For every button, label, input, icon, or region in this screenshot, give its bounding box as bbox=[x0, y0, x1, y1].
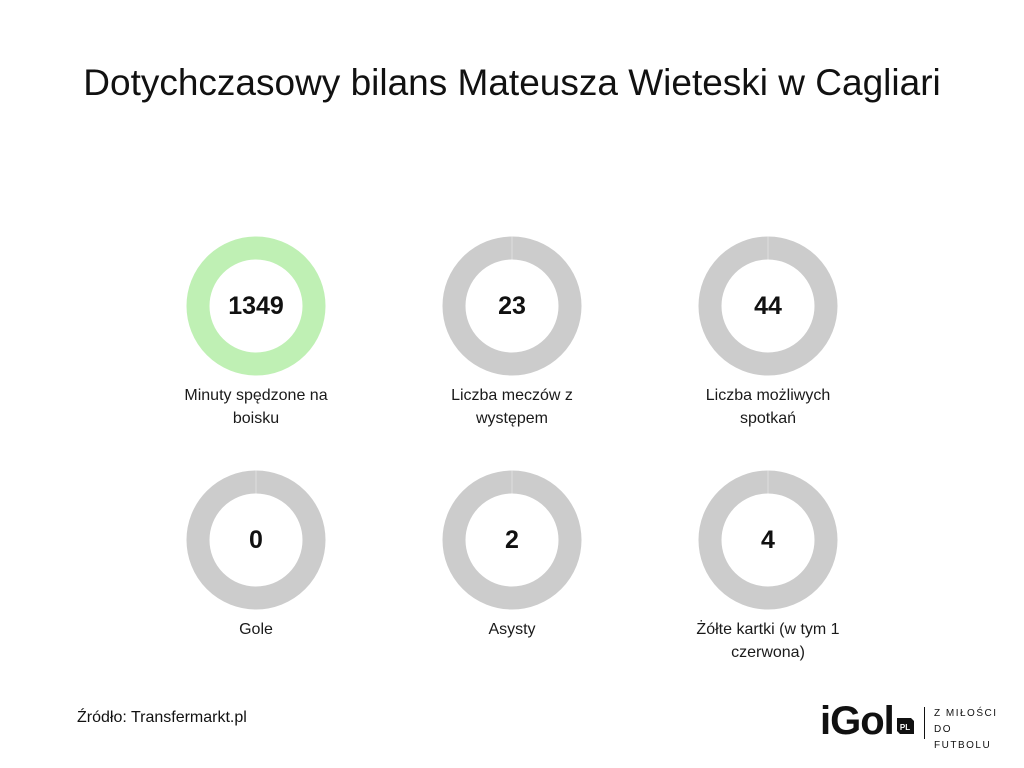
stat-label: Gole bbox=[239, 621, 273, 638]
pl-badge-text: PL bbox=[900, 723, 910, 732]
donut-ring: 23 bbox=[442, 236, 582, 376]
donut-ring: 0 bbox=[186, 470, 326, 610]
stat-label: Minuty spędzone na boisku bbox=[184, 387, 328, 427]
brand-logo: iGol PL Z MIŁOŚCI DO FUTBOLU bbox=[820, 697, 1010, 751]
stat-yellow-cards: 4 Żółte kartki (w tym 1 czerwona) bbox=[638, 470, 898, 664]
donut-chart bbox=[698, 470, 838, 610]
stat-value: 1349 bbox=[228, 292, 284, 320]
stat-possible-matches: 44 Liczba możliwych spotkań bbox=[638, 236, 898, 430]
tagline-line: DO FUTBOLU bbox=[934, 724, 992, 751]
donut-ring: 44 bbox=[698, 236, 838, 376]
donut-ring: 1349 bbox=[186, 236, 326, 376]
stat-value: 2 bbox=[505, 526, 519, 554]
stat-label: Żółte kartki (w tym 1 czerwona) bbox=[696, 621, 840, 661]
stat-value: 44 bbox=[754, 292, 782, 320]
donut-ring: 2 bbox=[442, 470, 582, 610]
stat-label: Asysty bbox=[488, 621, 536, 638]
stat-assists: 2 Asysty bbox=[382, 470, 642, 641]
stat-label: Liczba meczów z występem bbox=[451, 387, 573, 427]
stat-minutes: 1349 Minuty spędzone na boisku bbox=[126, 236, 386, 430]
logo-wordmark: iGol bbox=[820, 699, 895, 743]
pl-badge-icon: PL bbox=[897, 718, 914, 734]
stat-value: 0 bbox=[249, 526, 263, 554]
brand-divider bbox=[924, 707, 925, 739]
donut-chart bbox=[698, 236, 838, 376]
tagline-line: Z MIŁOŚCI bbox=[934, 708, 998, 719]
stat-value: 23 bbox=[498, 292, 526, 320]
source-note: Źródło: Transfermarkt.pl bbox=[77, 709, 247, 726]
donut-chart bbox=[186, 470, 326, 610]
donut-track bbox=[186, 236, 326, 376]
donut-chart bbox=[186, 236, 326, 376]
donut-chart bbox=[442, 470, 582, 610]
brand-tagline: Z MIŁOŚCI DO FUTBOLU bbox=[934, 706, 1010, 754]
stat-goals: 0 Gole bbox=[126, 470, 386, 641]
stat-value: 4 bbox=[761, 526, 775, 554]
stat-matches-played: 23 Liczba meczów z występem bbox=[382, 236, 642, 430]
donut-ring: 4 bbox=[698, 470, 838, 610]
stat-label: Liczba możliwych spotkań bbox=[705, 387, 831, 427]
page-title: Dotychczasowy bilans Mateusza Wieteski w… bbox=[83, 62, 941, 103]
donut-chart bbox=[442, 236, 582, 376]
